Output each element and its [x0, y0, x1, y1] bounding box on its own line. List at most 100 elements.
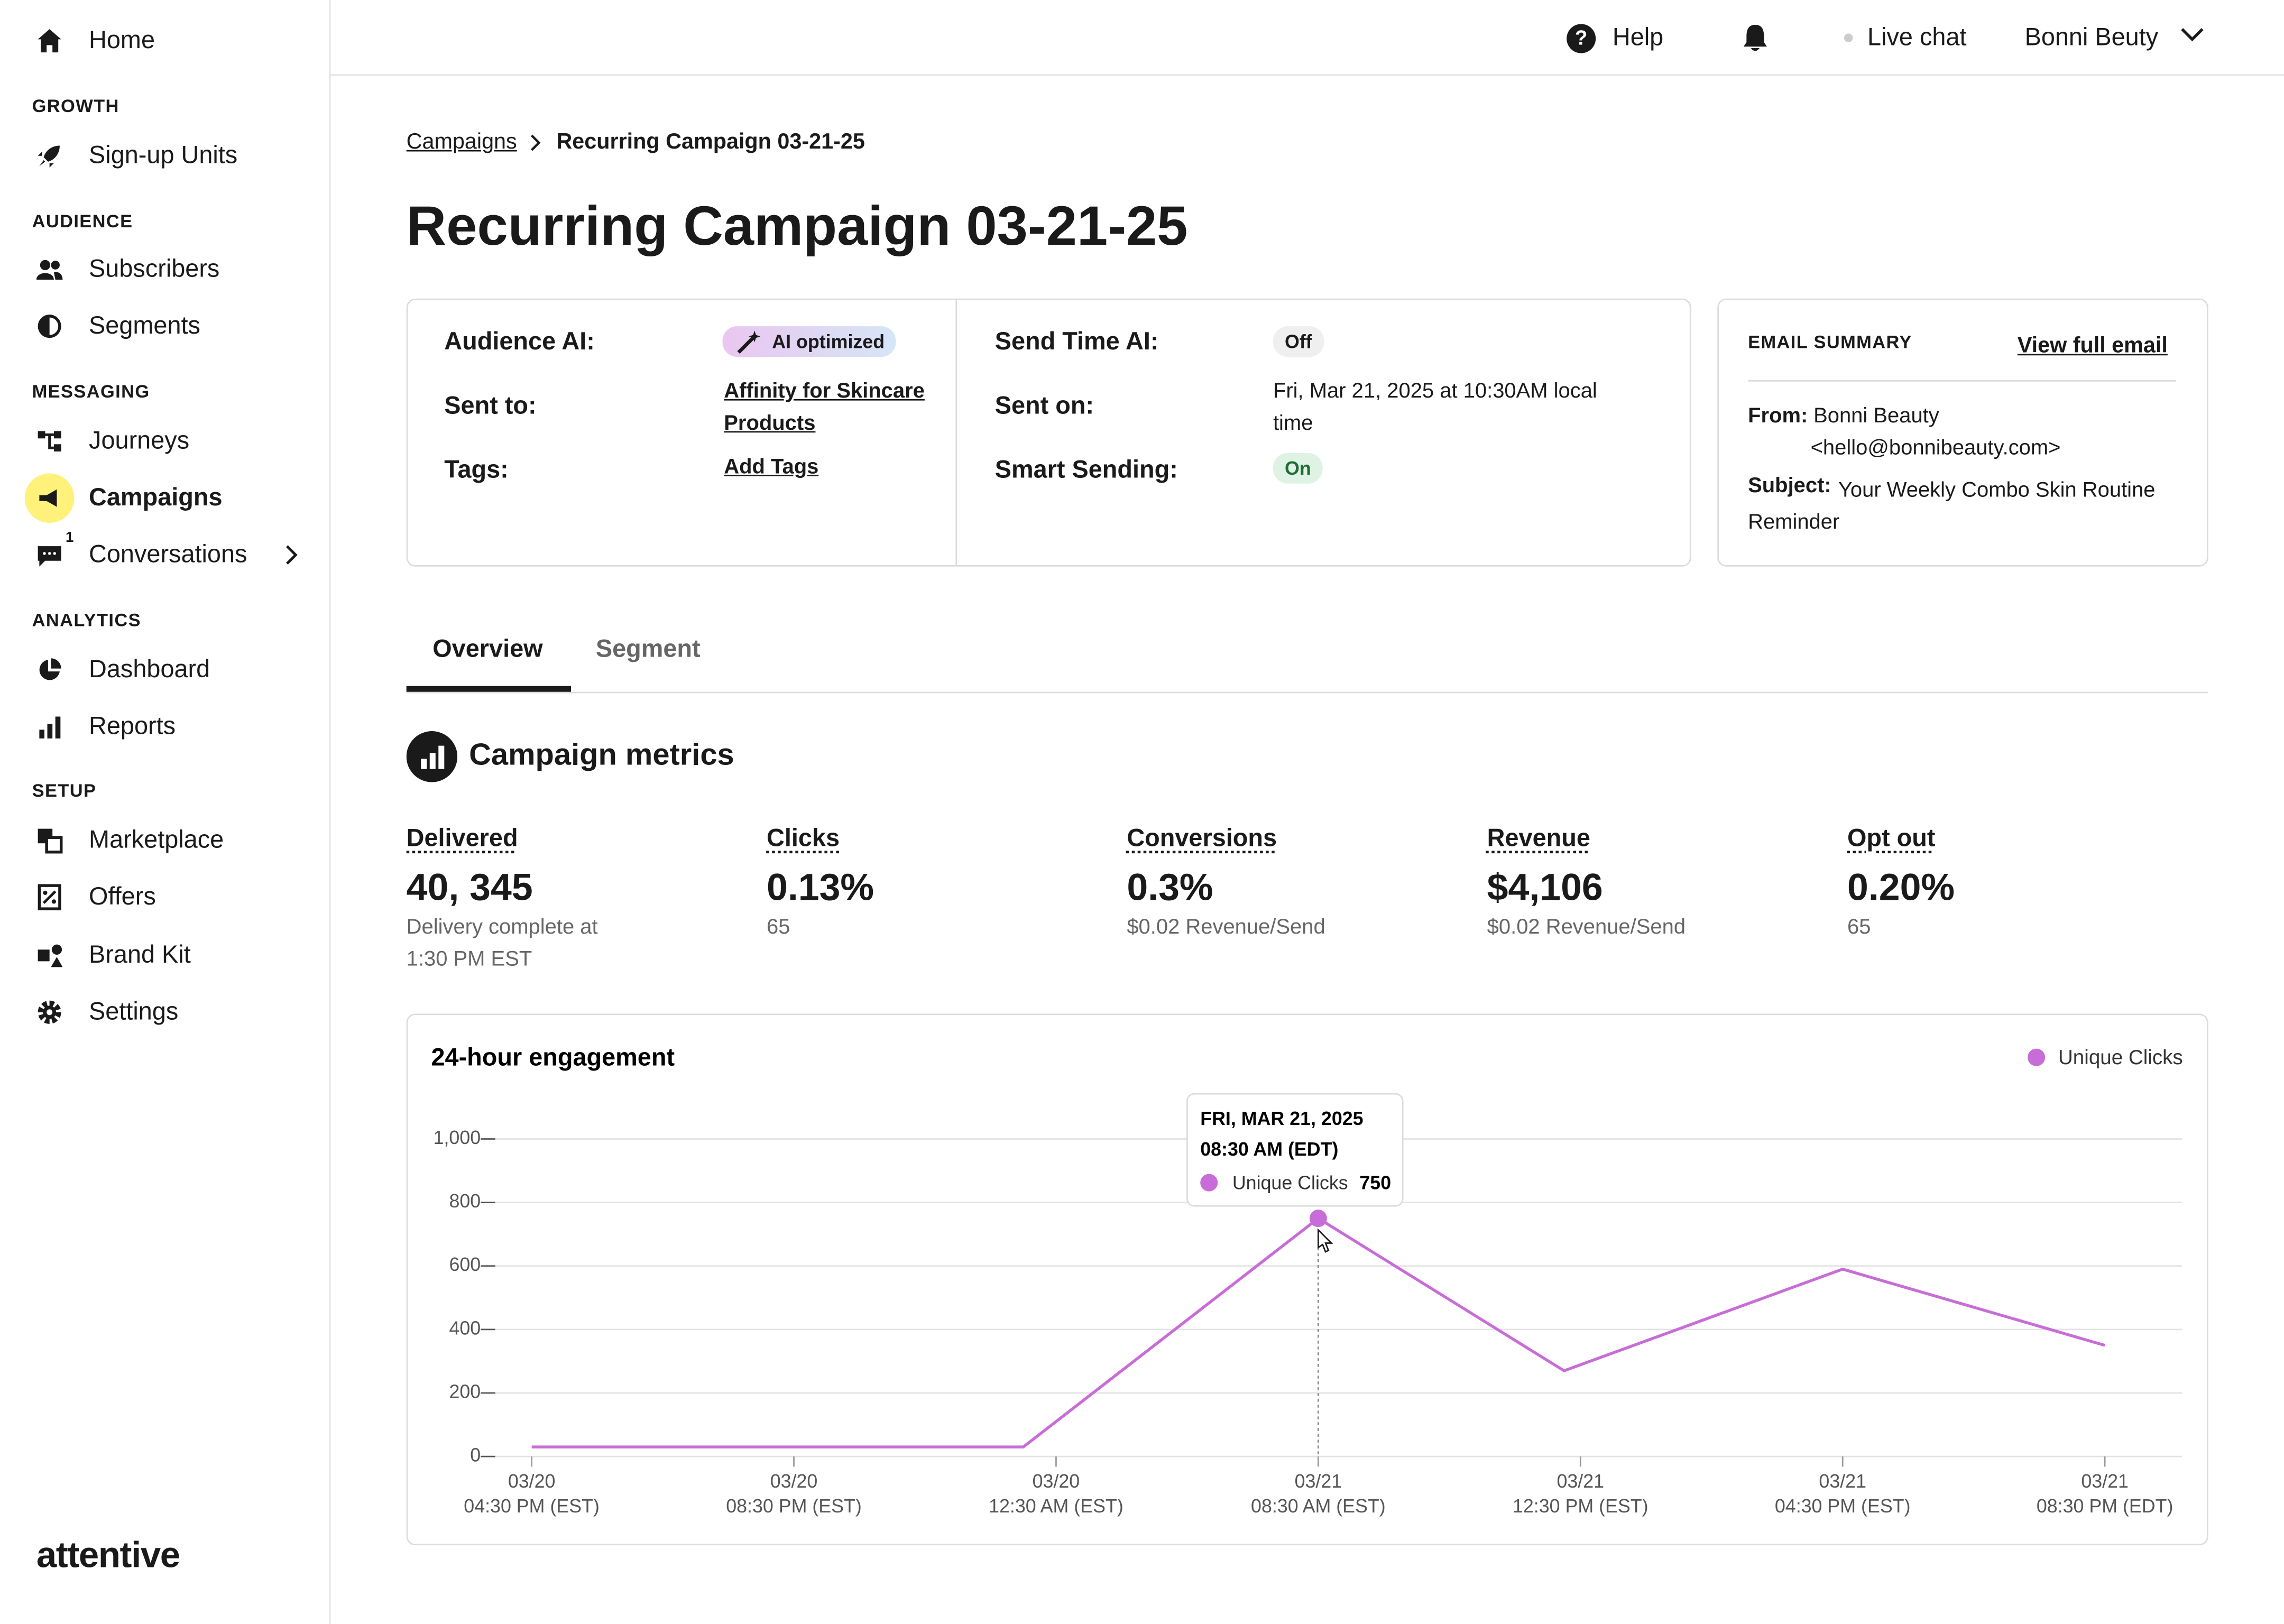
x-tick-sublabel: 12:30 AM (EST)	[989, 1496, 1123, 1517]
nav-icon	[38, 944, 63, 967]
metric-sub: Delivery complete at 1:30 PM EST	[406, 916, 598, 972]
nav-item[interactable]: Offers	[89, 882, 156, 910]
email-card	[1717, 298, 2208, 567]
nav-item[interactable]: Home	[89, 26, 155, 54]
y-tick-label: 200	[449, 1381, 481, 1402]
nav-item[interactable]: Conversations	[89, 540, 247, 568]
x-tick-sublabel: 08:30 PM (EST)	[726, 1496, 862, 1517]
details-card	[406, 298, 1691, 567]
view-email-link[interactable]: View full email	[2017, 333, 2168, 358]
metric-label: Delivered	[406, 824, 518, 852]
y-tick-label: 400	[449, 1317, 481, 1339]
metric-sub: $0.02 Revenue/Send	[1487, 916, 1686, 940]
nav-icon	[38, 1000, 61, 1024]
tooltip	[1186, 1093, 1404, 1207]
y-tick-label: 600	[449, 1254, 481, 1275]
x-tick-sublabel: 08:30 PM (EDT)	[2037, 1496, 2174, 1517]
nav-item[interactable]: Subscribers	[89, 255, 220, 283]
x-tick-label: 03/20	[1033, 1471, 1080, 1492]
metric-label: Clicks	[767, 824, 840, 852]
nav-section: GROWTH	[32, 96, 119, 117]
tab-underline	[406, 686, 571, 692]
detail-label: Sent to:	[444, 392, 537, 420]
nav-item[interactable]: Reports	[89, 712, 176, 740]
page-title: Recurring Campaign 03-21-25	[406, 196, 1188, 258]
nav-icon	[38, 315, 61, 338]
tabs-border	[406, 691, 2208, 694]
legend-label: Unique Clicks	[2058, 1046, 2183, 1069]
x-tick-label: 03/20	[508, 1471, 556, 1492]
nav-item[interactable]: Sign-up Units	[89, 141, 238, 169]
nav-badge: 1	[65, 530, 74, 547]
metric-label: Conversions	[1127, 824, 1277, 852]
nav-section: MESSAGING	[32, 381, 150, 402]
breadcrumb-link[interactable]: Campaigns	[406, 130, 517, 155]
y-tick-label: 0	[470, 1445, 481, 1466]
nav-section: AUDIENCE	[32, 211, 133, 232]
detail-label: Sent on:	[994, 392, 1094, 420]
metric-sub: $0.02 Revenue/Send	[1127, 916, 1325, 940]
detail-label: Tags:	[444, 456, 509, 484]
nav-section: ANALYTICS	[32, 610, 141, 631]
nav-icon	[38, 431, 61, 452]
metric-value: 0.20%	[1847, 865, 1955, 909]
metric-value: 40, 345	[406, 865, 533, 909]
nav-item[interactable]: Journeys	[89, 427, 190, 455]
tab-active[interactable]: Overview	[432, 635, 543, 663]
subject-label: Subject:	[1748, 475, 1831, 499]
chart-title: 24-hour engagement	[431, 1043, 675, 1071]
wand-icon	[737, 330, 761, 354]
badge: On	[1273, 453, 1323, 484]
metric-sub: 65	[767, 916, 790, 940]
nav-item[interactable]: Marketplace	[89, 826, 224, 854]
divider	[955, 300, 957, 565]
nav-item[interactable]: Segments	[89, 311, 200, 339]
from-email: <hello@bonnibeauty.com>	[1810, 437, 2061, 460]
nav-item[interactable]: Settings	[89, 998, 179, 1026]
nav-icon	[38, 29, 61, 53]
legend-marker	[2028, 1048, 2046, 1066]
help-icon[interactable]: ?	[1566, 23, 1597, 54]
nav-item[interactable]: Campaigns	[89, 483, 223, 512]
nav-item[interactable]: Brand Kit	[89, 940, 191, 969]
tooltip-date: FRI, MAR 21, 2025	[1200, 1108, 1363, 1129]
x-tick-label: 03/20	[770, 1471, 818, 1492]
subject: Your Weekly Combo Skin Routine Reminder	[1748, 479, 2156, 535]
from-label: From:	[1748, 404, 1808, 428]
svg-text:?: ?	[1575, 27, 1588, 50]
chevron-down[interactable]	[2179, 26, 2206, 44]
metric-value: 0.13%	[767, 865, 874, 909]
detail-link[interactable]: Affinity for Skincare Products	[724, 380, 925, 436]
metric-value: 0.3%	[1127, 865, 1213, 909]
live-chat[interactable]: Live chat	[1867, 23, 1967, 51]
breadcrumb-chevron	[531, 134, 541, 151]
nav-chevron[interactable]	[284, 545, 299, 565]
nav-icon	[39, 716, 61, 739]
cursor	[1317, 1228, 1333, 1253]
tooltip-time: 08:30 AM (EDT)	[1200, 1139, 1338, 1160]
help[interactable]: Help	[1612, 23, 1664, 51]
bell-icon[interactable]	[1742, 23, 1769, 52]
status-dot	[1844, 33, 1853, 42]
detail-label: Send Time AI:	[994, 327, 1159, 356]
metric-value: $4,106	[1487, 865, 1603, 909]
x-tick-label: 03/21	[2081, 1471, 2129, 1492]
tooltip-series: Unique Clicks	[1232, 1172, 1348, 1193]
x-tick-sublabel: 12:30 PM (EST)	[1513, 1496, 1648, 1517]
badge: AI optimized	[722, 326, 897, 357]
from-name: Bonni Beauty	[1813, 404, 1939, 428]
user-menu[interactable]: Bonni Beuty	[2024, 23, 2159, 51]
sidebar	[0, 0, 331, 1624]
nav-item[interactable]: Dashboard	[89, 655, 210, 684]
logo[interactable]: attentive	[36, 1535, 180, 1576]
detail-label: Audience AI:	[444, 327, 595, 356]
detail-link[interactable]: Add Tags	[724, 456, 819, 479]
metric-label: Opt out	[1847, 824, 1936, 852]
x-tick-label: 03/21	[1295, 1471, 1342, 1492]
tab[interactable]: Segment	[595, 635, 701, 663]
tooltip-marker	[1200, 1174, 1218, 1192]
detail-value: Fri, Mar 21, 2025 at 10:30AM local time	[1273, 380, 1597, 436]
